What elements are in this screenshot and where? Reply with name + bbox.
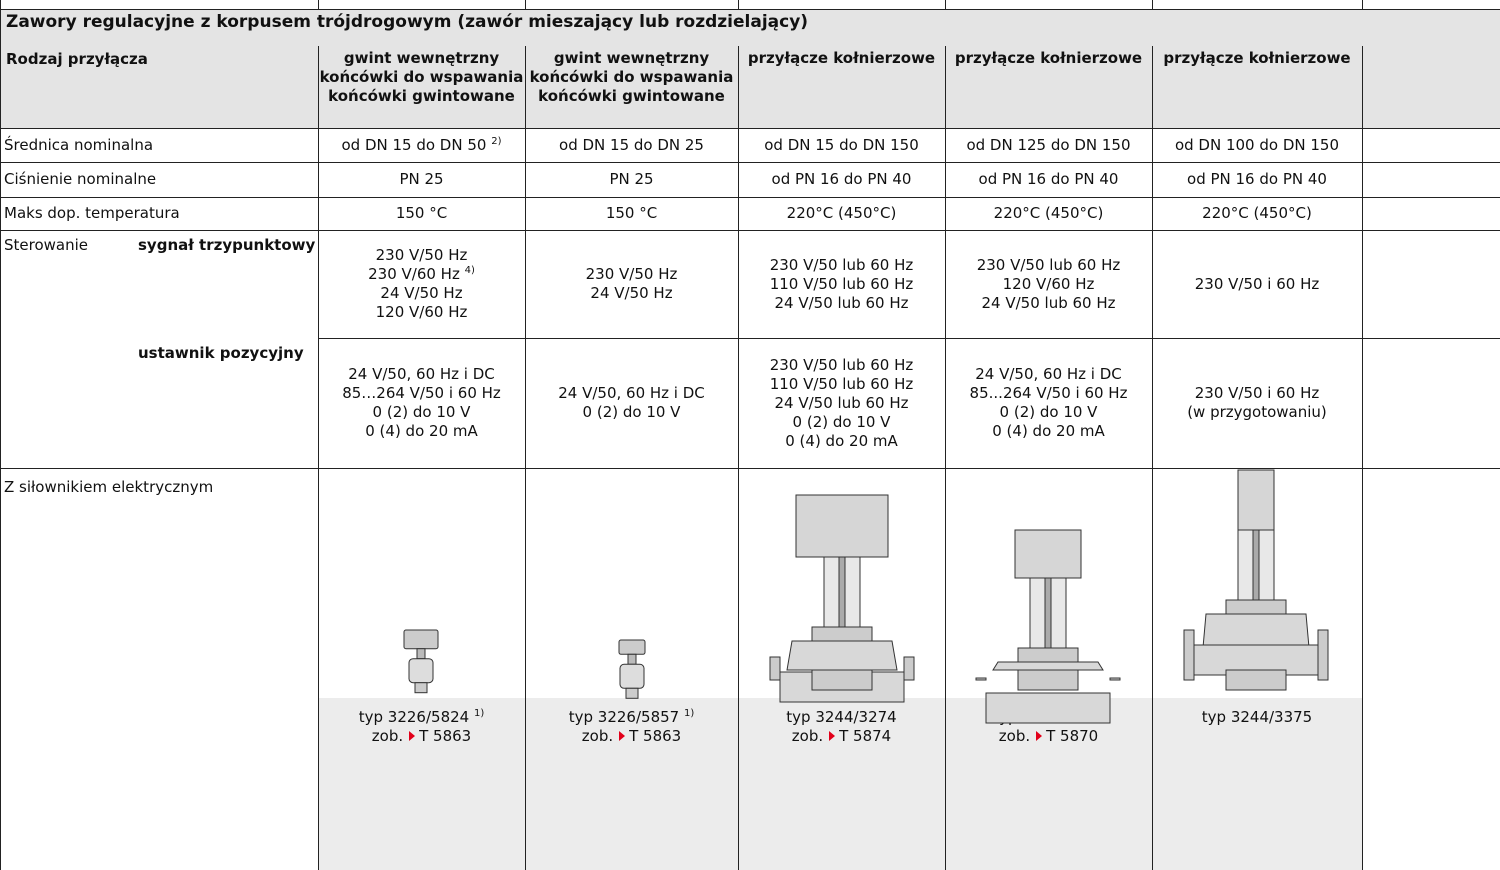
valve-shape: [812, 627, 872, 641]
valve-shape: [812, 670, 872, 690]
valve-shape: [626, 688, 638, 698]
valve-shape: [415, 683, 427, 693]
valve-shape: [770, 657, 780, 680]
valve-shape: [1226, 600, 1286, 614]
illustrations: [0, 0, 1500, 870]
valve-shape: [1253, 530, 1259, 600]
valve-shape: [1110, 678, 1120, 680]
valve-shape: [1318, 630, 1328, 680]
valve-shape: [993, 662, 1103, 670]
valve-shape: [796, 495, 888, 557]
valve-shape: [1184, 630, 1194, 680]
valve-shape: [628, 654, 636, 664]
valve-shape: [1226, 670, 1286, 690]
page: Zawory regulacyjne z korpusem trójdrogow…: [0, 0, 1500, 870]
valve-shape: [1045, 578, 1051, 648]
valve-shape: [787, 641, 897, 670]
valve-shape: [976, 678, 986, 680]
valve-shape: [1238, 470, 1274, 530]
valve-shape: [986, 693, 1110, 723]
valve-shape: [904, 657, 914, 680]
valve-shape: [1015, 530, 1081, 578]
valve-shape: [1018, 648, 1078, 662]
valve-shape: [417, 649, 425, 659]
valve-shape: [404, 630, 438, 649]
valve-shape: [620, 664, 644, 688]
valve-shape: [839, 557, 845, 627]
valve-shape: [409, 659, 433, 683]
valve-shape: [1018, 670, 1078, 690]
valve-shape: [619, 640, 645, 654]
